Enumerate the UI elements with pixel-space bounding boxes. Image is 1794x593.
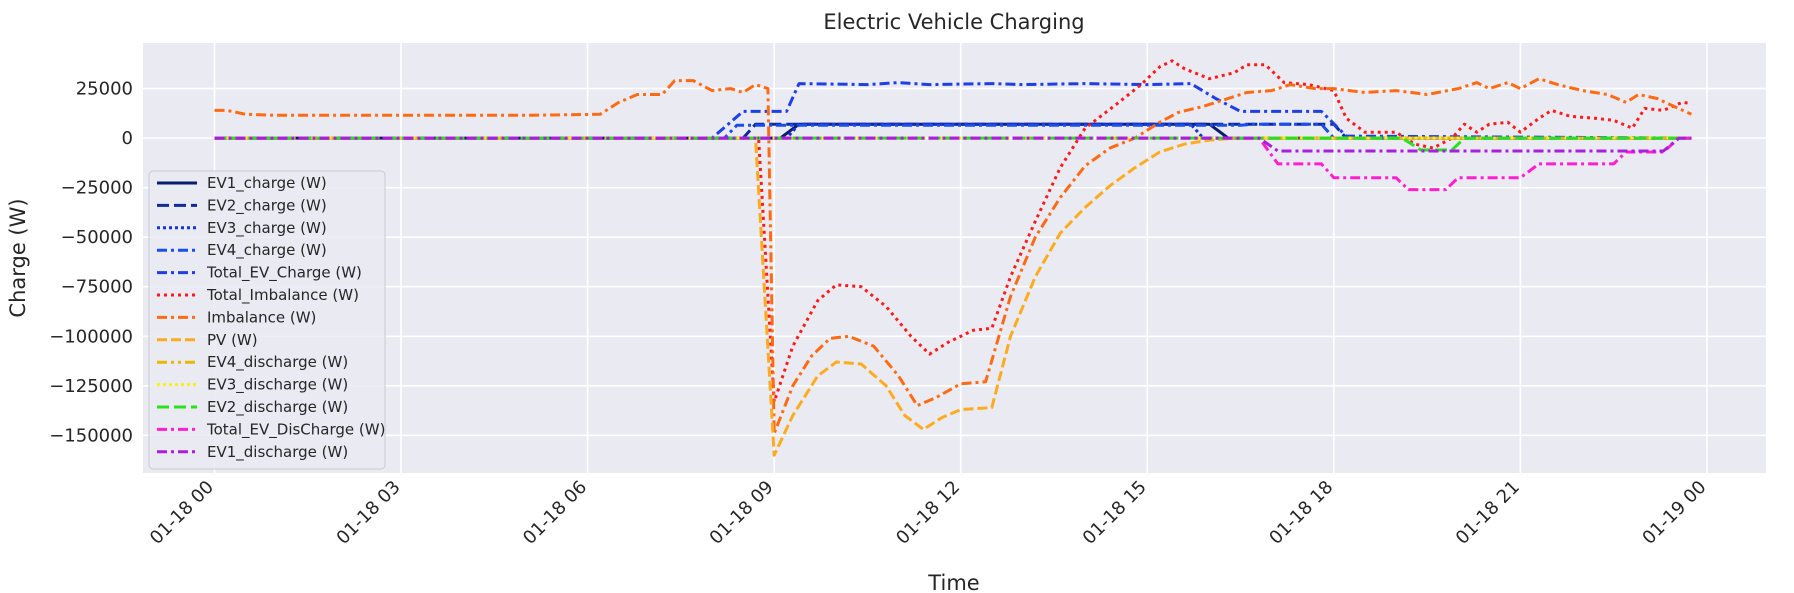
legend-entry: PV (W)	[207, 331, 258, 349]
series-line-7	[214, 77, 1693, 435]
y-axis-label: Charge (W)	[6, 198, 30, 317]
series-lines	[214, 59, 1693, 457]
x-tick-label: 01-18 00	[146, 477, 218, 549]
legend-entry: EV2_discharge (W)	[207, 398, 348, 417]
y-tick-label: 25000	[76, 79, 133, 100]
x-tick-label: 01-18 06	[519, 477, 591, 549]
x-tick-label: 01-18 03	[333, 477, 405, 549]
legend-entry: Total_Imbalance (W)	[206, 286, 359, 305]
series-line-13	[214, 136, 1692, 153]
y-tick-label: −25000	[61, 178, 133, 199]
plot-area	[143, 43, 1766, 473]
x-tick-label: 01-19 00	[1638, 477, 1710, 549]
series-line-5	[214, 81, 1692, 140]
legend-box	[148, 170, 386, 470]
y-tick-label: 0	[122, 128, 133, 149]
y-tick-label: −150000	[49, 425, 133, 446]
legend-entry: EV1_discharge (W)	[207, 443, 348, 462]
x-axis-label: Time	[927, 571, 979, 593]
series-line-4	[214, 122, 1692, 140]
y-tick-label: −75000	[61, 277, 133, 298]
x-tick-label: 01-18 15	[1079, 477, 1151, 549]
x-tick-label: 01-18 18	[1265, 477, 1337, 549]
legend-entry: EV4_discharge (W)	[207, 353, 348, 372]
x-tick-label: 01-18 09	[706, 477, 778, 549]
series-line-6	[214, 59, 1692, 404]
legend-entry: EV3_discharge (W)	[207, 376, 348, 395]
legend-entry: EV2_charge (W)	[207, 196, 327, 215]
legend-entry: Total_EV_Charge (W)	[206, 264, 362, 283]
legend-entry: EV3_charge (W)	[207, 219, 327, 238]
legend-entry: Total_EV_DisCharge (W)	[206, 420, 385, 439]
chart-title: Electric Vehicle Charging	[823, 10, 1084, 34]
y-tick-labels: 25000 0 −25000 −50000 −75000 −100000 −125000 −1…	[49, 79, 133, 447]
legend-entry: Imbalance (W)	[207, 308, 316, 326]
x-tick-label: 01-18 12	[892, 477, 964, 549]
legend: EV1_charge (W) EV2_charge (W) EV3_charge (…	[148, 170, 386, 470]
series-line-12	[214, 136, 1692, 192]
y-tick-label: −125000	[49, 376, 133, 397]
x-tick-labels: 01-18 00 01-18 03 01-18 06 01-18 09 01-18 12…	[146, 477, 1710, 549]
x-tick-label: 01-18 21	[1452, 477, 1524, 549]
legend-entry: EV1_charge (W)	[207, 174, 327, 193]
y-tick-label: −100000	[49, 326, 133, 347]
series-line-8	[214, 136, 1692, 457]
y-tick-label: −50000	[61, 227, 133, 248]
legend-entry: EV4_charge (W)	[207, 241, 327, 260]
